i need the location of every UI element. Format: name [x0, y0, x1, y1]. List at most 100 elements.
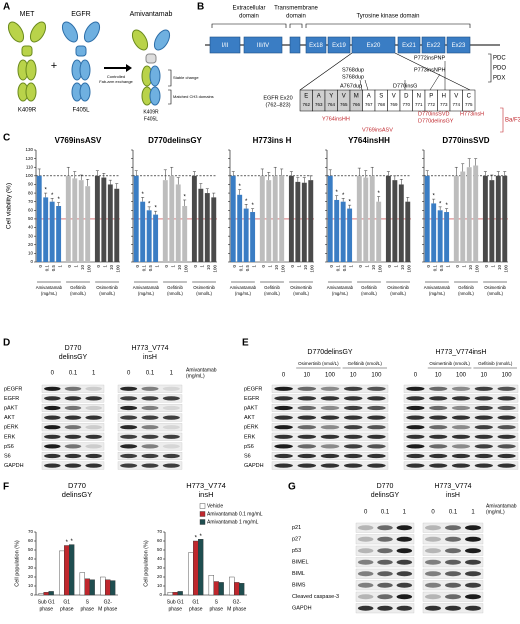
- blot-band: [396, 594, 413, 600]
- drug-label: Gefitinib (nmol/L): [478, 361, 513, 366]
- blot-band: [357, 594, 374, 600]
- blot-band: [396, 548, 413, 554]
- blot-band: [141, 425, 159, 430]
- residue-cell: [462, 89, 476, 112]
- blot-band: [497, 463, 516, 468]
- bar: [489, 180, 495, 262]
- bar: [43, 197, 49, 262]
- protein-label: S6: [4, 453, 11, 459]
- blot-band: [297, 415, 317, 420]
- x-tick-label: 100: [183, 265, 188, 273]
- bar: [172, 592, 178, 596]
- y-tick-label: 20: [28, 574, 34, 579]
- x-tick-label: 10: [400, 265, 405, 271]
- blot-band: [497, 386, 516, 391]
- drug-label: Osimertinib (nmol/L): [298, 361, 339, 366]
- dose-label: 10: [480, 373, 487, 379]
- residue-pos: 771: [415, 102, 423, 107]
- blot-band: [162, 386, 180, 391]
- drug-label: Gefitinib (nmol/L): [348, 361, 383, 366]
- legend-label: Vehicle: [207, 503, 223, 509]
- blot-band: [465, 559, 481, 565]
- blot-band: [451, 463, 471, 468]
- panel-label: E: [242, 338, 249, 349]
- bracket: [168, 69, 172, 105]
- engineered-label: D770insSVD: [418, 111, 450, 117]
- y-tick-label: 100: [25, 173, 33, 178]
- antibody-name: EGFR: [71, 11, 90, 18]
- protein-label: p21: [292, 525, 301, 531]
- blot-band: [274, 396, 293, 401]
- residue-aa: N: [417, 94, 421, 100]
- significance: *: [342, 193, 345, 199]
- exon-box: [351, 36, 396, 54]
- group-label: Osimertinib: [290, 285, 312, 290]
- x-tick-label: 0: [164, 265, 169, 268]
- group-label: (mg/mL): [138, 291, 155, 296]
- group-label: Gefitinib: [167, 285, 183, 290]
- exon-box: [421, 36, 446, 54]
- engineered-label: V769insASV: [362, 127, 393, 133]
- blot-band: [396, 559, 413, 565]
- bracket: [488, 53, 492, 83]
- antibody-amivantamab: [131, 29, 171, 106]
- blot-band: [357, 559, 374, 565]
- residue-pos: 775: [465, 102, 473, 107]
- blot-band: [44, 463, 61, 468]
- panel-label: D: [3, 338, 10, 349]
- y-tick-label: 10: [28, 251, 34, 256]
- x-tick-label: 0.1: [432, 265, 437, 272]
- insertion-pointer: [359, 79, 363, 91]
- group-label: (mg/mL): [41, 291, 58, 296]
- protein-label: Cleaved caspase-3: [292, 594, 339, 600]
- drug-label: Osimertinib (nmol/L): [429, 361, 470, 366]
- x-tick-label: M phase: [227, 606, 246, 612]
- exon-label: Ex22: [427, 43, 441, 49]
- bar: [356, 175, 362, 262]
- zoom-line: [299, 52, 471, 91]
- treatment-label: (mg/mL): [186, 373, 205, 379]
- blot-band: [141, 415, 159, 420]
- x-tick-label: 10: [371, 265, 376, 271]
- blot-band: [85, 425, 102, 430]
- blot-band: [377, 594, 393, 600]
- x-tick-label: 10: [206, 265, 211, 271]
- x-tick-label: 100: [503, 265, 508, 273]
- blot-band: [451, 386, 471, 391]
- bar: [460, 171, 466, 262]
- group-label: (nmol/L): [458, 291, 474, 296]
- y-tick-label: 40: [157, 556, 163, 561]
- protein-label: pEGFR: [244, 386, 262, 392]
- chart-title: delinsGY: [62, 490, 92, 499]
- domain-name: domain: [286, 14, 306, 20]
- dose-label: 1: [471, 510, 475, 516]
- blot-strip: [271, 384, 389, 393]
- residue-aa: M: [354, 94, 359, 100]
- y-tick-label: 30: [28, 565, 34, 570]
- x-tick-label: 100: [212, 265, 217, 273]
- x-tick-label: 0: [387, 265, 392, 268]
- dose-label: 100: [371, 373, 382, 379]
- bar: [175, 184, 181, 262]
- blot-band: [320, 434, 340, 439]
- antibody-met: [7, 21, 47, 102]
- blot-band: [64, 434, 82, 439]
- bar: [327, 175, 333, 262]
- exon-label: Ex19: [332, 43, 346, 49]
- group-label: Osimertinib: [387, 285, 409, 290]
- model-label: PDC: [493, 56, 506, 62]
- y-tick-label: 20: [28, 242, 34, 247]
- bar: [444, 212, 450, 262]
- y-tick-label: 90: [28, 182, 34, 187]
- residue-aa: V: [454, 94, 458, 100]
- blot-band: [64, 425, 82, 430]
- blot-strip: [403, 423, 519, 432]
- blot-band: [425, 559, 441, 565]
- blot-band: [44, 434, 61, 439]
- significance: *: [57, 197, 60, 203]
- significance: *: [199, 534, 202, 540]
- protein-label: AKT: [4, 415, 15, 421]
- bar: [502, 175, 508, 262]
- x-tick-label: 1: [200, 265, 205, 268]
- bar: [79, 572, 85, 596]
